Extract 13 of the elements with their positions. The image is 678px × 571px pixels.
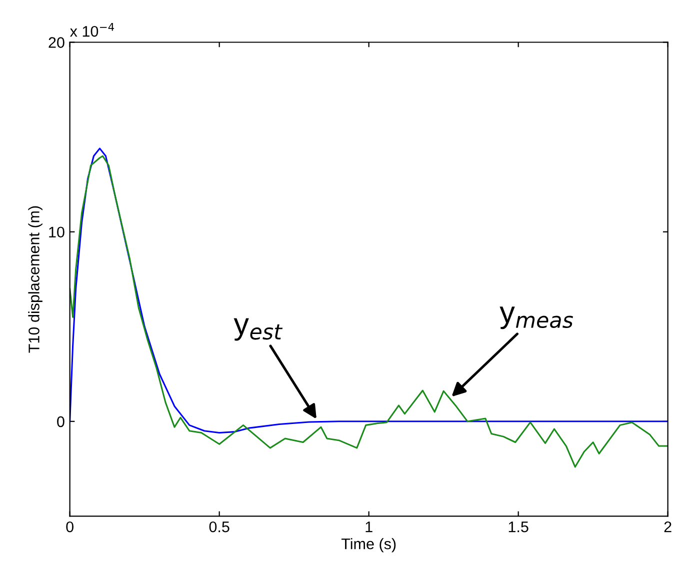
annotation: y$_{est}$ — [234, 318, 283, 341]
x-tick-label: 0.5 — [209, 521, 230, 532]
y-tick-label: 10 — [49, 226, 64, 238]
x-tick-label: 1.5 — [508, 522, 528, 532]
y-axis-title: T10 displacement (m) — [28, 206, 42, 353]
y-tick-label: 0 — [57, 416, 64, 428]
text: x 10$^{−4}$ — [70, 22, 114, 37]
x-axis-title: Time (s) — [341, 538, 396, 552]
y-tick-label: 20 — [48, 37, 64, 48]
x-tick-label: 0 — [66, 521, 74, 532]
x-tick-label: 2 — [664, 521, 672, 532]
annotation: y$_{meas}$ — [500, 306, 573, 330]
x-tick-label: 1 — [366, 522, 372, 532]
